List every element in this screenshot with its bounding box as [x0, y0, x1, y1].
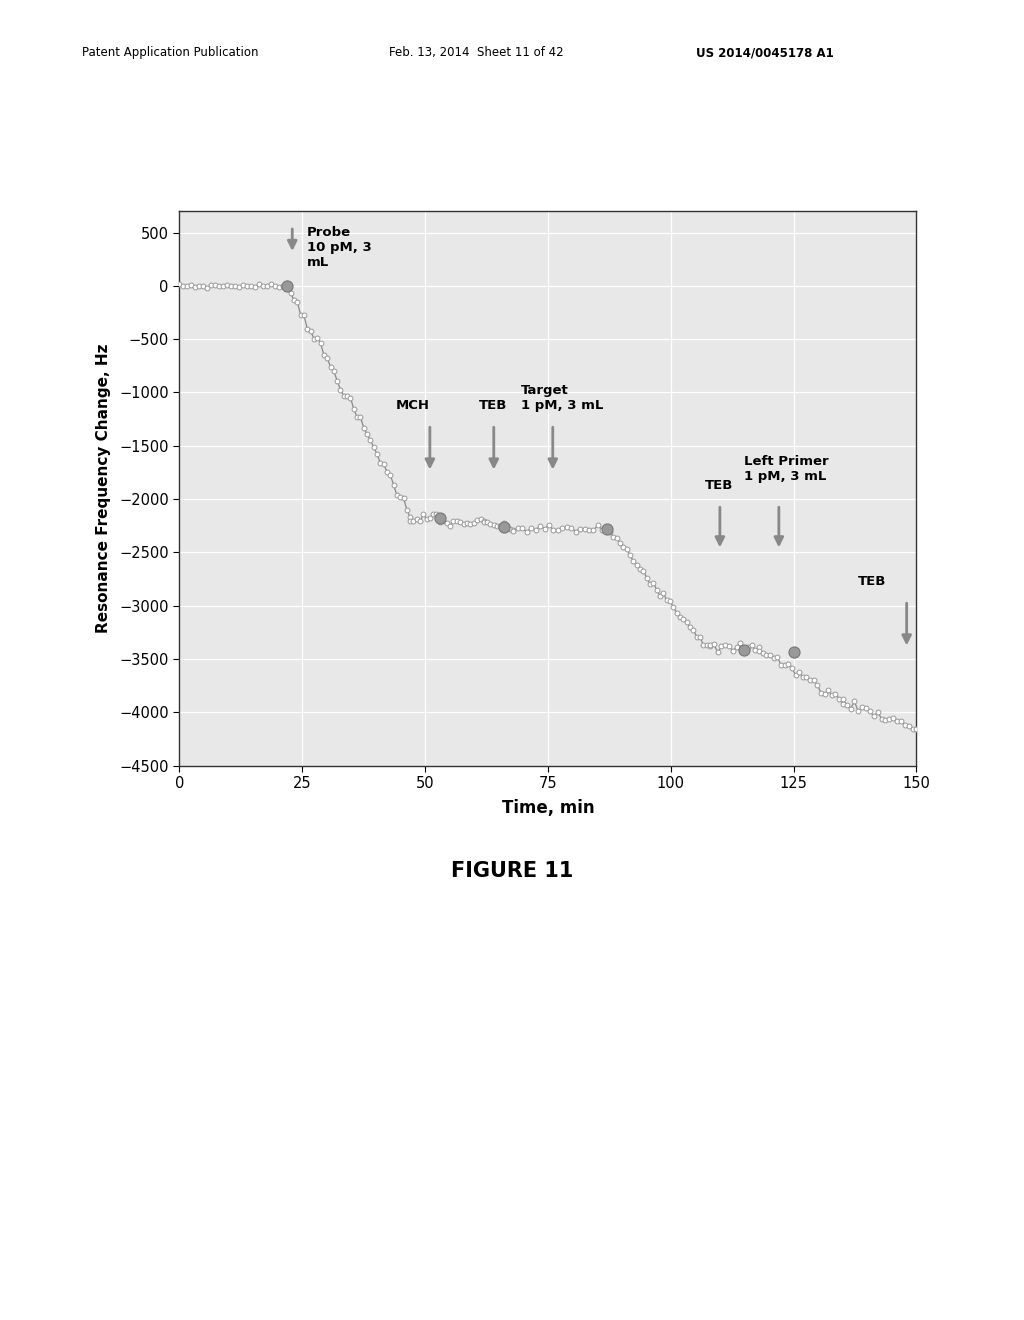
Y-axis label: Resonance Frequency Change, Hz: Resonance Frequency Change, Hz [95, 343, 111, 634]
Text: Target
1 pM, 3 mL: Target 1 pM, 3 mL [521, 384, 603, 412]
Text: FIGURE 11: FIGURE 11 [451, 861, 573, 882]
Text: TEB: TEB [706, 479, 733, 491]
X-axis label: Time, min: Time, min [502, 800, 594, 817]
Text: TEB: TEB [857, 574, 886, 587]
Text: US 2014/0045178 A1: US 2014/0045178 A1 [696, 46, 835, 59]
Text: Feb. 13, 2014  Sheet 11 of 42: Feb. 13, 2014 Sheet 11 of 42 [389, 46, 564, 59]
Text: TEB: TEB [479, 399, 508, 412]
Text: Probe
10 pM, 3
mL: Probe 10 pM, 3 mL [307, 226, 372, 269]
Text: Left Primer
1 pM, 3 mL: Left Primer 1 pM, 3 mL [744, 455, 829, 483]
Text: Patent Application Publication: Patent Application Publication [82, 46, 258, 59]
Text: MCH: MCH [395, 399, 429, 412]
